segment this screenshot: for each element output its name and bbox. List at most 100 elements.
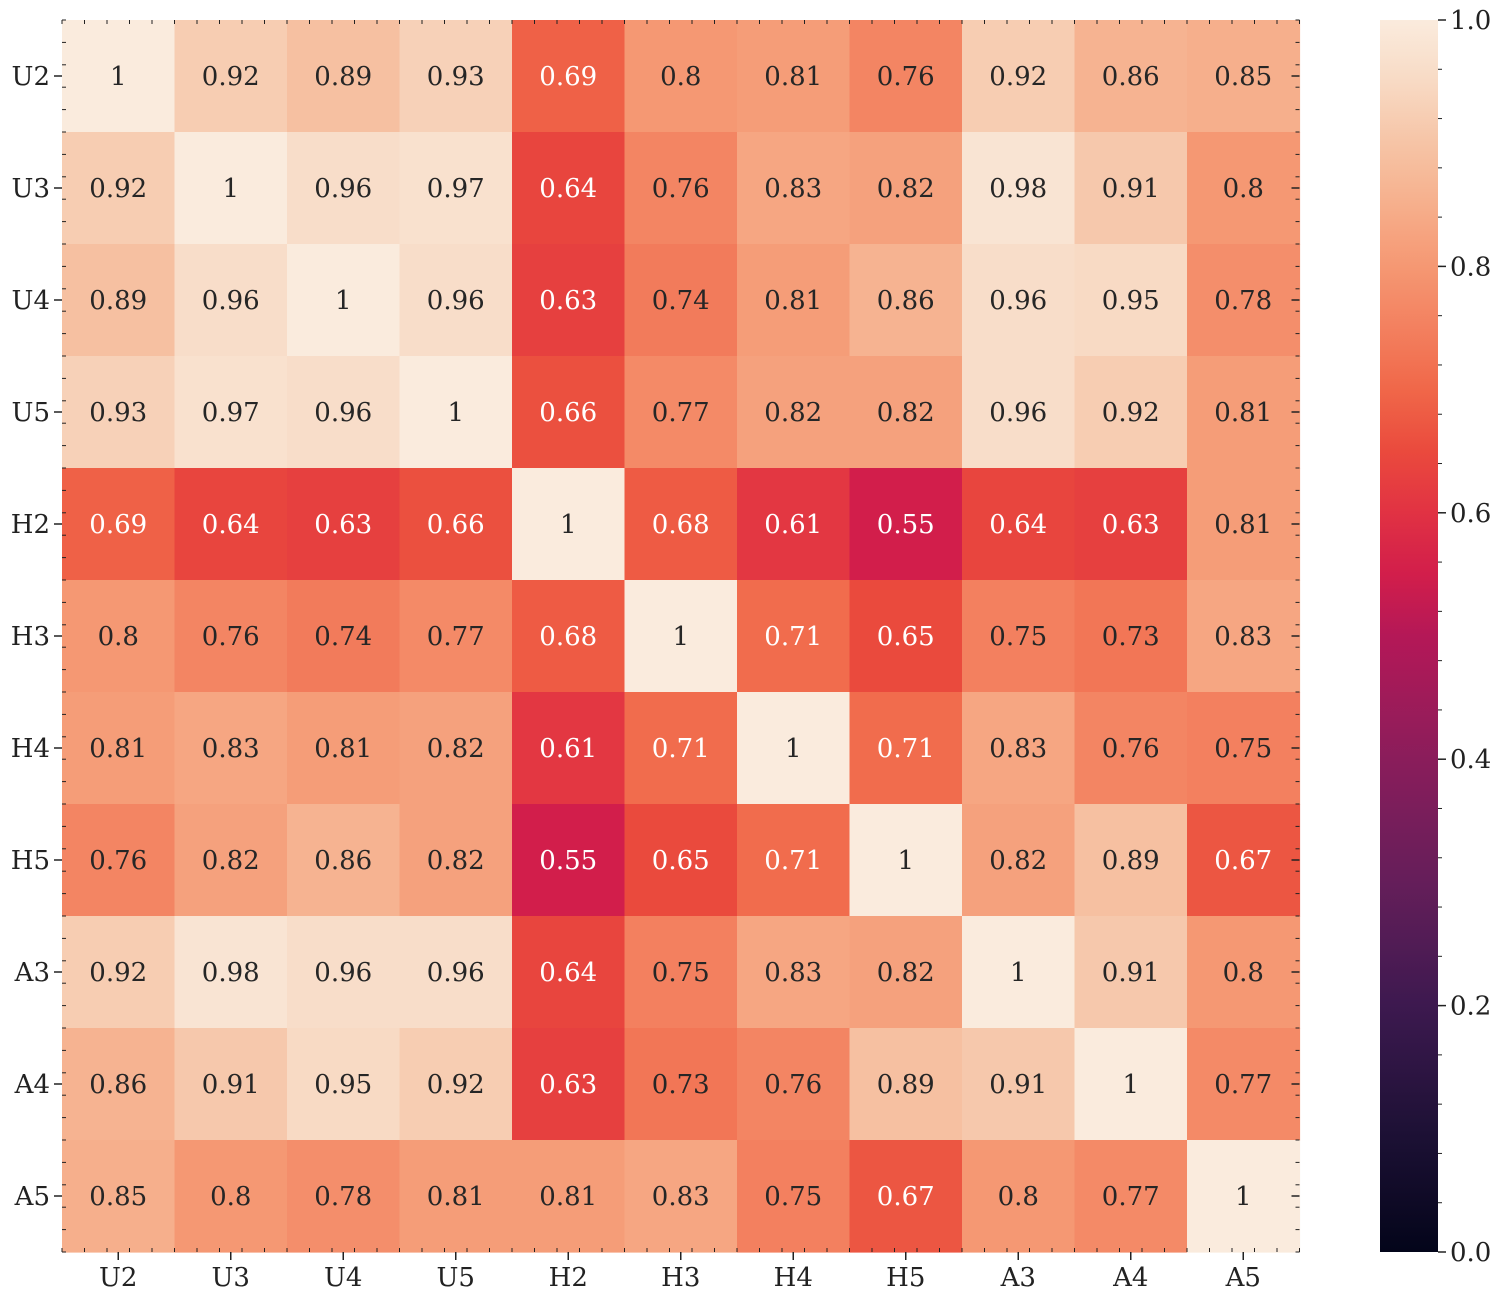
heatmap-cells [62,20,1301,1253]
heatmap-cell [624,804,738,917]
cell-value-label: 0.63 [539,286,597,316]
heatmap-cell [849,20,963,133]
cell-value-label: 0.91 [1102,958,1160,988]
heatmap-cell [962,804,1076,917]
cell-value-label: 0.63 [539,1070,597,1100]
cell-value-label: 0.92 [1102,398,1160,428]
cell-value-label: 0.95 [314,1070,372,1100]
heatmap-cell [287,580,401,693]
cell-value-label: 0.81 [1214,510,1272,540]
heatmap-cell [624,692,738,805]
heatmap-cell [512,356,626,469]
heatmap-annotations: 1 0.92 0.89 0.93 0.69 0.8 0.81 0.76 0.92 0.86 0.85… [89,62,1272,1212]
cell-value-label: 0.74 [314,622,372,652]
cell-value-label: 0.83 [1214,622,1272,652]
cell-value-label: 0.64 [539,174,597,204]
heatmap-cell [1074,1028,1188,1141]
heatmap-cell [287,916,401,1029]
heatmap-cell [62,356,176,469]
heatmap-cell [962,1028,1076,1141]
cell-value-label: 0.65 [652,846,710,876]
heatmap-cell [962,132,1076,245]
cell-value-label: 0.82 [877,958,935,988]
cell-value-label: 0.75 [989,622,1047,652]
heatmap-cell [399,916,513,1029]
y-tick-label: U5 [12,398,50,428]
cell-value-label: 0.86 [314,846,372,876]
cell-value-label: 0.63 [1102,510,1160,540]
heatmap-cell [1074,468,1188,581]
y-tick-label: A5 [14,1182,50,1212]
cell-value-label: 0.98 [202,958,260,988]
cell-value-label: 0.77 [427,622,485,652]
heatmap-cell [287,1028,401,1141]
cell-value-label: 0.89 [89,286,147,316]
cell-value-label: 1 [1010,958,1027,988]
cell-value-label: 0.96 [989,286,1047,316]
heatmap-cell [737,468,851,581]
heatmap-cell [512,580,626,693]
heatmap-cell [512,20,626,133]
cell-value-label: 0.91 [1102,174,1160,204]
cell-value-label: 0.86 [1102,62,1160,92]
cell-value-label: 0.95 [1102,286,1160,316]
heatmap-cell [399,20,513,133]
heatmap-cell [962,20,1076,133]
heatmap-cell [1074,244,1188,357]
heatmap-cell [174,20,288,133]
cell-value-label: 0.76 [764,1070,822,1100]
heatmap-cell [624,468,738,581]
cell-value-label: 0.82 [202,846,260,876]
cell-value-label: 0.63 [314,510,372,540]
cell-value-label: 0.86 [877,286,935,316]
cell-value-label: 0.81 [764,62,822,92]
heatmap-cell [1074,132,1188,245]
heatmap-cell [1074,20,1188,133]
cell-value-label: 0.89 [877,1070,935,1100]
heatmap-cell [849,804,963,917]
cell-value-label: 0.78 [314,1182,372,1212]
cell-value-label: 0.77 [1102,1182,1160,1212]
colorbar-gradient [1380,20,1438,1252]
cell-value-label: 0.93 [89,398,147,428]
heatmap-cell [287,468,401,581]
heatmap-cell [737,692,851,805]
heatmap-cell [174,916,288,1029]
heatmap-cell [512,1028,626,1141]
heatmap-cell [399,1028,513,1141]
heatmap-cell [962,468,1076,581]
cell-value-label: 0.81 [427,1182,485,1212]
cell-value-label: 0.82 [989,846,1047,876]
cell-value-label: 0.73 [652,1070,710,1100]
cell-value-label: 0.8 [98,622,139,652]
y-tick-label: U3 [12,174,50,204]
cell-value-label: 0.96 [314,398,372,428]
cell-value-label: 0.64 [989,510,1047,540]
heatmap-cell [174,580,288,693]
heatmap-cell [1187,1140,1301,1253]
heatmap-cell [174,1140,288,1253]
cell-value-label: 0.67 [877,1182,935,1212]
heatmap-cell [849,580,963,693]
heatmap-cell [62,692,176,805]
x-tick-label: A3 [1000,1263,1036,1293]
heatmap-cell [624,1140,738,1253]
heatmap-cell [62,1140,176,1253]
cell-value-label: 0.71 [764,622,822,652]
heatmap-cell [737,356,851,469]
cell-value-label: 0.89 [1102,846,1160,876]
heatmap-cell [849,916,963,1029]
cell-value-label: 0.86 [89,1070,147,1100]
heatmap-cell [737,804,851,917]
cell-value-label: 0.64 [202,510,260,540]
cell-value-label: 0.68 [652,510,710,540]
cell-value-label: 0.61 [764,510,822,540]
heatmap-cell [737,1028,851,1141]
heatmap-cell [512,804,626,917]
y-tick-label: H5 [11,846,50,876]
heatmap-cell [624,20,738,133]
cell-value-label: 0.67 [1214,846,1272,876]
cell-value-label: 0.83 [202,734,260,764]
cell-value-label: 0.92 [989,62,1047,92]
